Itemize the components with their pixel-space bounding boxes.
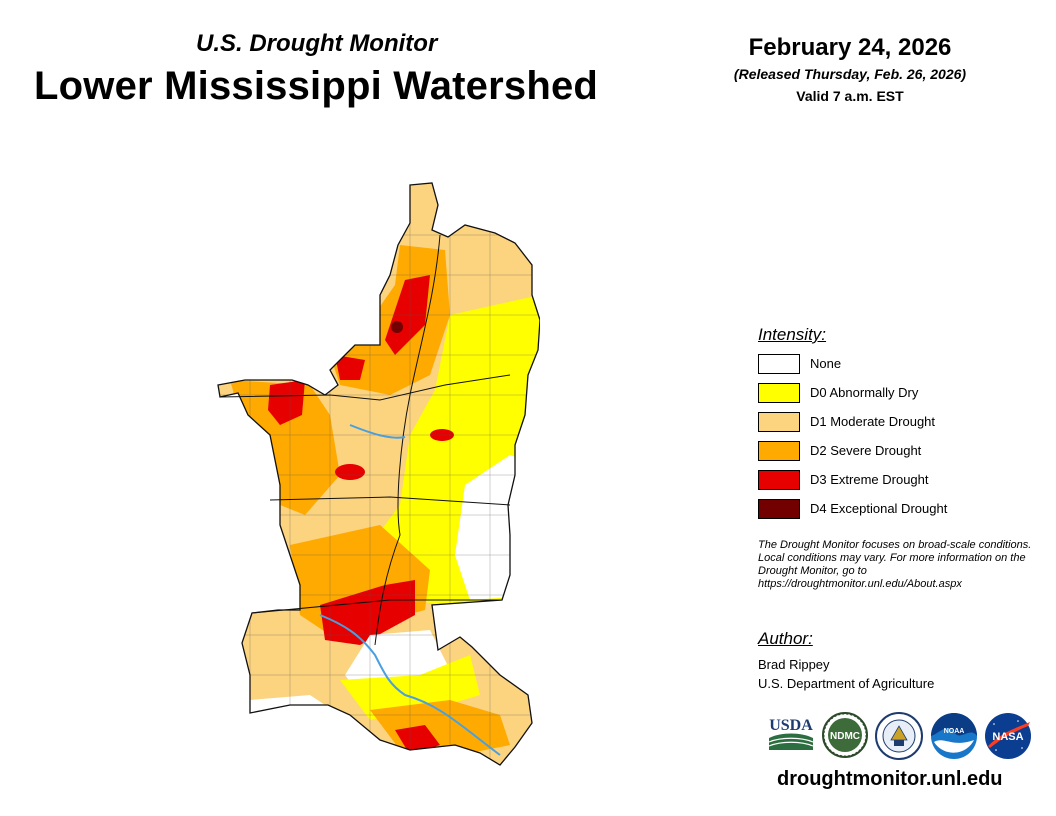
legend-label: D4 Exceptional Drought [810, 501, 948, 516]
ndmc-logo-text: NDMC [830, 731, 860, 742]
legend-swatch [758, 412, 800, 432]
legend-swatch [758, 354, 800, 374]
legend-swatch [758, 499, 800, 519]
usda-logo-text: USDA [769, 717, 813, 734]
map-subtitle: U.S. Drought Monitor [196, 30, 438, 57]
drought-map [217, 182, 540, 766]
legend-label: D1 Moderate Drought [810, 414, 936, 429]
ndmc-logo: NDMC [822, 712, 868, 758]
usda-logo: USDA [768, 717, 814, 750]
release-date: (Released Thursday, Feb. 26, 2026) [733, 66, 967, 82]
mississippi-river [319, 614, 501, 756]
map-date: February 24, 2026 [748, 34, 952, 61]
legend-swatch [758, 441, 800, 461]
disclaimer-note: The Drought Monitor focuses on broad-sca… [758, 539, 1032, 590]
legend-label: D2 Severe Drought [810, 443, 922, 458]
legend-label: D3 Extreme Drought [810, 472, 929, 487]
author-organization: U.S. Department of Agriculture [758, 676, 935, 691]
legend-swatch [758, 470, 800, 490]
author-heading: Author: [758, 629, 813, 648]
author-name: Brad Rippey [758, 657, 830, 672]
noaa-logo-text: NOAA [944, 728, 965, 735]
noaa-logo: NOAA [931, 713, 977, 759]
nasa-logo-text: NASA [992, 731, 1023, 743]
arkansas-river [349, 424, 406, 439]
legend-swatch [758, 383, 800, 403]
website-link[interactable]: droughtmonitor.unl.edu [777, 768, 1003, 790]
map-title: Lower Mississippi Watershed [34, 64, 599, 108]
valid-time: Valid 7 a.m. EST [796, 88, 904, 104]
nasa-logo: NASA [985, 713, 1031, 759]
commerce-seal-icon [875, 712, 923, 760]
legend-label: None [810, 356, 842, 371]
legend-title: Intensity: [758, 325, 827, 344]
legend-label: D0 Abnormally Dry [810, 385, 919, 400]
